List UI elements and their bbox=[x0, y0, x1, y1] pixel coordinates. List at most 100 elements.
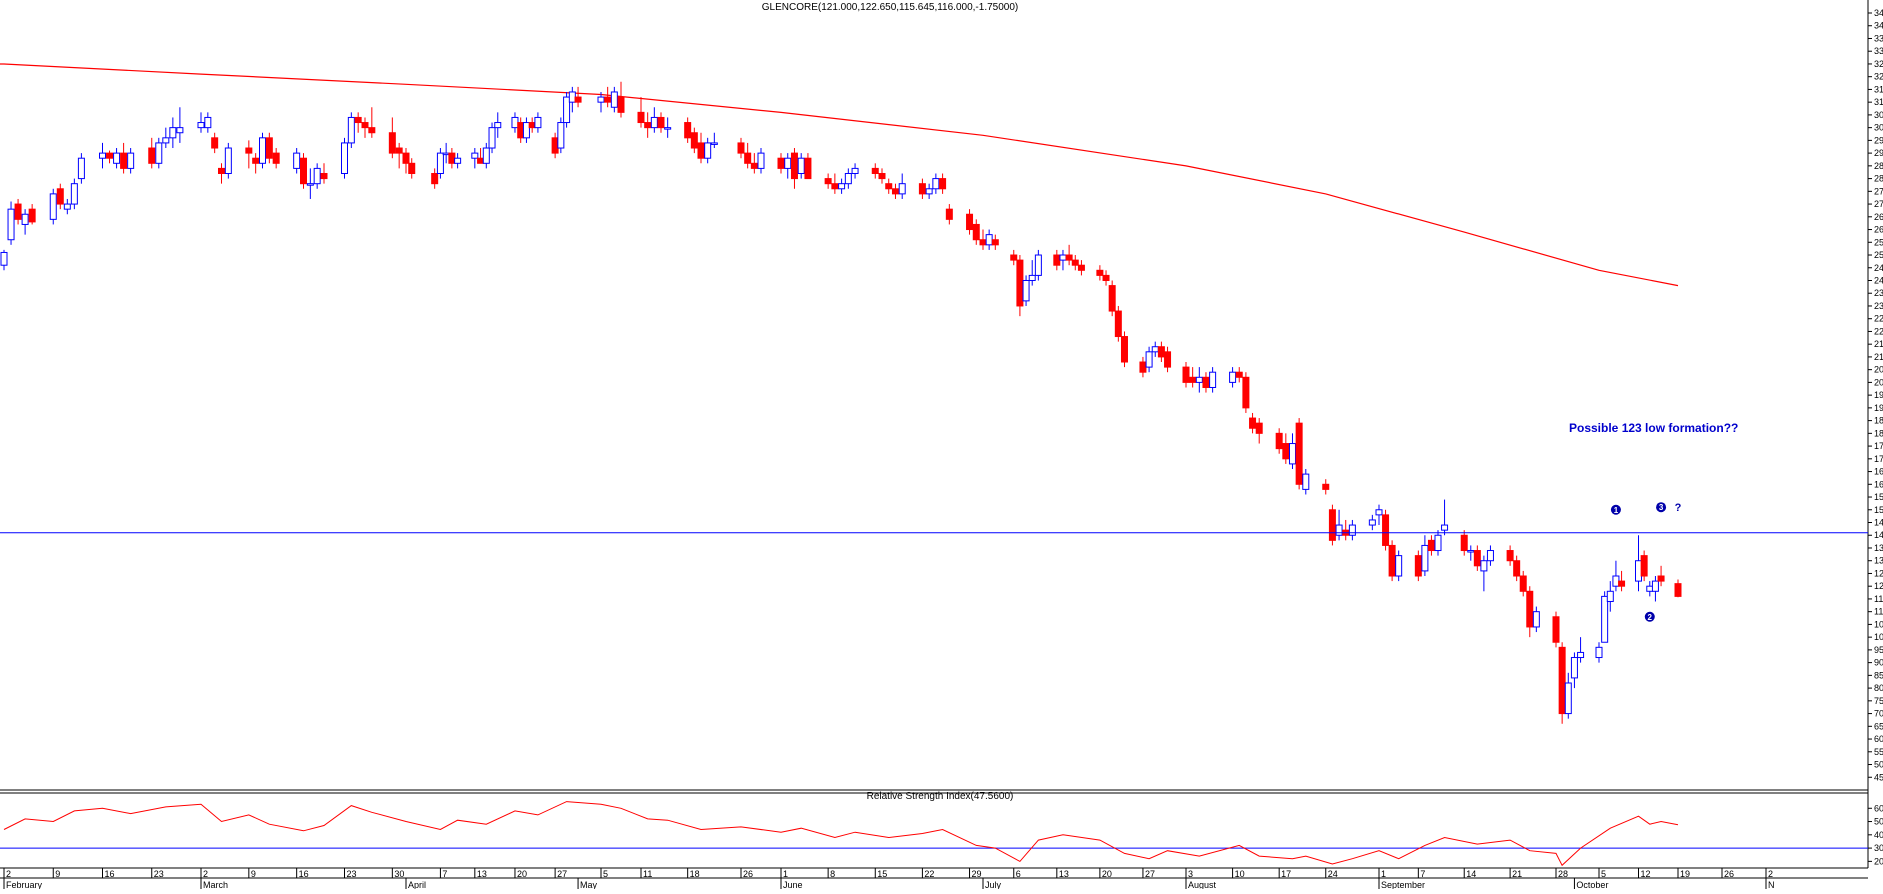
rsi-tick-label: 60 bbox=[1874, 803, 1883, 813]
candle bbox=[784, 153, 792, 179]
candle-body-down bbox=[1322, 483, 1330, 490]
candle bbox=[1441, 499, 1449, 536]
candle-body-up bbox=[1195, 376, 1203, 383]
month-label: March bbox=[203, 880, 228, 889]
candle-body-down bbox=[1427, 539, 1435, 552]
candle-body-up bbox=[710, 142, 718, 145]
candle-body-down bbox=[1657, 575, 1665, 582]
candle bbox=[1564, 672, 1572, 719]
price-tick-label: 140 bbox=[1874, 530, 1883, 540]
candle bbox=[617, 81, 625, 118]
candle bbox=[1295, 418, 1303, 490]
candle-body-up bbox=[522, 122, 530, 139]
month-label: April bbox=[408, 880, 426, 889]
candle bbox=[1674, 579, 1682, 598]
price-tick-label: 105 bbox=[1874, 619, 1883, 629]
date-tick-label: 16 bbox=[105, 869, 115, 879]
candle-body-up bbox=[1028, 274, 1036, 281]
price-tick-label: 100 bbox=[1874, 632, 1883, 642]
candle-body-down bbox=[737, 142, 745, 154]
candle bbox=[1065, 244, 1073, 266]
candle bbox=[750, 153, 758, 174]
candle bbox=[690, 127, 698, 154]
candle bbox=[1120, 331, 1128, 368]
candle-body-down bbox=[750, 162, 758, 169]
candle-body-down bbox=[1473, 550, 1481, 567]
candle bbox=[408, 158, 416, 179]
date-tick-label: 18 bbox=[690, 869, 700, 879]
price-tick-label: 335 bbox=[1874, 33, 1883, 43]
candle-body-down bbox=[1382, 514, 1390, 546]
candle bbox=[1601, 591, 1609, 643]
candle bbox=[1519, 570, 1527, 597]
price-tick-label: 95 bbox=[1874, 645, 1883, 655]
candle-body-down bbox=[1235, 371, 1243, 378]
candle bbox=[1195, 367, 1203, 393]
rsi-line-layer bbox=[3, 801, 1679, 867]
candle bbox=[120, 142, 128, 174]
candle-body-up bbox=[1532, 611, 1540, 628]
candle bbox=[471, 148, 479, 169]
candle-body-up bbox=[704, 142, 712, 159]
price-tick-label: 180 bbox=[1874, 428, 1883, 438]
candle-body-up bbox=[1375, 509, 1383, 516]
candle-body-up bbox=[341, 142, 348, 174]
candle-body-up bbox=[471, 152, 479, 159]
candle bbox=[1651, 576, 1659, 602]
candle-body-up bbox=[838, 183, 846, 190]
candle-body-up bbox=[454, 157, 462, 164]
rsi-line bbox=[3, 801, 1679, 867]
price-tick-label: 240 bbox=[1874, 275, 1883, 285]
candle-body-down bbox=[885, 183, 893, 190]
candle-body-down bbox=[918, 183, 926, 195]
candle-body-up bbox=[197, 122, 205, 129]
candle-body-up bbox=[534, 116, 542, 129]
candles-layer bbox=[0, 81, 1682, 724]
moving-average-line bbox=[0, 63, 1679, 287]
candle-body-up bbox=[898, 183, 906, 195]
price-tick-label: 220 bbox=[1874, 326, 1883, 336]
month-label: February bbox=[6, 880, 43, 889]
candle bbox=[454, 153, 462, 169]
date-tick-label: 23 bbox=[154, 869, 164, 879]
candle-body-up bbox=[482, 147, 490, 164]
candle-body-down bbox=[831, 183, 839, 190]
candle bbox=[245, 140, 253, 169]
candle bbox=[1302, 469, 1310, 495]
candle-body-up bbox=[664, 127, 672, 130]
candle-body-down bbox=[1071, 259, 1079, 266]
candle bbox=[21, 209, 29, 235]
candle bbox=[218, 163, 225, 184]
price-tick-label: 205 bbox=[1874, 365, 1883, 375]
candle-body-up bbox=[1635, 560, 1642, 582]
candle bbox=[1606, 581, 1614, 612]
price-tick-label: 310 bbox=[1874, 97, 1883, 107]
price-tick-label: 225 bbox=[1874, 314, 1883, 324]
candle-body-down bbox=[1120, 336, 1128, 363]
candle bbox=[972, 219, 980, 245]
price-axis: 4550556065707580859095100105110115120125… bbox=[0, 0, 1883, 868]
candle-body-up bbox=[7, 208, 15, 241]
month-label: September bbox=[1381, 880, 1425, 889]
candle-body-down bbox=[106, 152, 114, 159]
candle-body-up bbox=[1145, 351, 1153, 368]
month-label: July bbox=[985, 880, 1002, 889]
price-tick-label: 120 bbox=[1874, 581, 1883, 591]
candle-body-down bbox=[1053, 254, 1061, 266]
price-tick-label: 305 bbox=[1874, 110, 1883, 120]
candle bbox=[744, 142, 752, 169]
candle-body-up bbox=[224, 147, 232, 174]
price-tick-label: 75 bbox=[1874, 696, 1883, 706]
candle-body-down bbox=[245, 147, 253, 154]
candle bbox=[757, 148, 765, 174]
candle-body-down bbox=[211, 137, 219, 149]
candle bbox=[1288, 433, 1296, 470]
candle bbox=[797, 153, 805, 179]
candle-body-down bbox=[448, 152, 456, 164]
candle-body-down bbox=[395, 147, 403, 154]
chart-title: GLENCORE(121.000,122.650,115.645,116.000… bbox=[762, 2, 1018, 13]
candle bbox=[361, 117, 369, 138]
candle bbox=[898, 173, 906, 199]
candle-body-down bbox=[300, 157, 307, 185]
